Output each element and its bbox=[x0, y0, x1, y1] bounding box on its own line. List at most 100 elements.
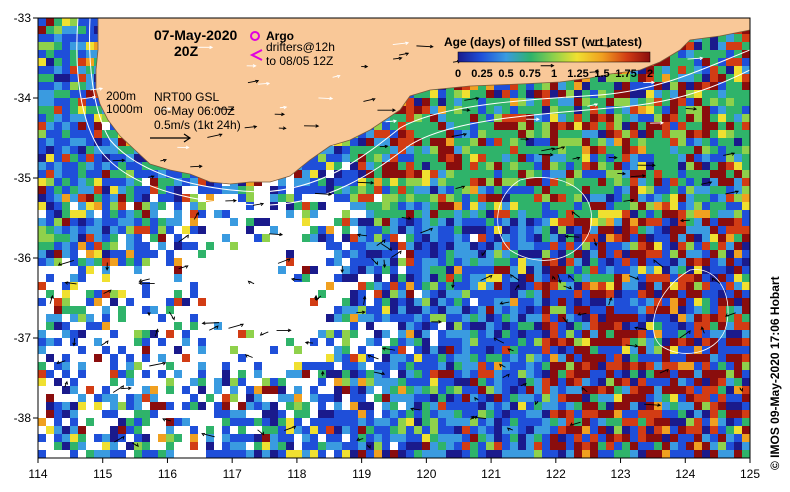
sst-cell bbox=[590, 386, 598, 394]
sst-cell bbox=[478, 354, 486, 362]
sst-cell bbox=[382, 234, 390, 242]
sst-cell bbox=[110, 242, 118, 250]
sst-cell bbox=[742, 154, 750, 162]
sst-cell bbox=[694, 178, 702, 186]
sst-cell bbox=[166, 386, 174, 394]
sst-cell bbox=[598, 306, 606, 314]
sst-cell bbox=[318, 394, 326, 402]
sst-cell bbox=[54, 402, 62, 410]
sst-cell bbox=[574, 130, 582, 138]
sst-cell bbox=[694, 234, 702, 242]
sst-cell bbox=[702, 290, 710, 298]
sst-cell bbox=[94, 242, 102, 250]
sst-cell bbox=[174, 418, 182, 426]
sst-cell bbox=[126, 186, 134, 194]
sst-cell bbox=[398, 298, 406, 306]
sst-cell bbox=[62, 18, 70, 26]
sst-cell bbox=[622, 362, 630, 370]
sst-cell bbox=[422, 362, 430, 370]
sst-cell bbox=[686, 210, 694, 218]
sst-cell bbox=[190, 178, 198, 186]
sst-cell bbox=[622, 186, 630, 194]
sst-cell bbox=[198, 362, 206, 370]
sst-cell bbox=[494, 122, 502, 130]
sst-cell bbox=[526, 162, 534, 170]
sst-cell bbox=[646, 146, 654, 154]
sst-cell bbox=[582, 218, 590, 226]
sst-cell bbox=[486, 298, 494, 306]
sst-cell bbox=[534, 250, 542, 258]
contour-200-label: 200m bbox=[106, 89, 136, 103]
sst-cell bbox=[550, 314, 558, 322]
sst-cell bbox=[662, 218, 670, 226]
sst-cell bbox=[430, 386, 438, 394]
sst-cell bbox=[150, 410, 158, 418]
sst-cell bbox=[134, 234, 142, 242]
sst-cell bbox=[718, 90, 726, 98]
sst-cell bbox=[718, 98, 726, 106]
sst-cell bbox=[686, 242, 694, 250]
sst-cell bbox=[614, 346, 622, 354]
current-vector-icon bbox=[363, 98, 376, 102]
sst-cell bbox=[70, 42, 78, 50]
sst-cell bbox=[38, 42, 46, 50]
sst-cell bbox=[670, 314, 678, 322]
sst-cell bbox=[406, 226, 414, 234]
sst-cell bbox=[206, 186, 214, 194]
sst-cell bbox=[542, 346, 550, 354]
sst-cell bbox=[694, 434, 702, 442]
sst-cell bbox=[638, 370, 646, 378]
sst-cell bbox=[638, 266, 646, 274]
sst-cell bbox=[470, 410, 478, 418]
sst-cell bbox=[518, 242, 526, 250]
sst-cell bbox=[718, 434, 726, 442]
sst-cell bbox=[86, 386, 94, 394]
sst-cell bbox=[630, 234, 638, 242]
sst-cell bbox=[590, 378, 598, 386]
sst-cell bbox=[742, 442, 750, 450]
sst-cell bbox=[518, 346, 526, 354]
sst-cell bbox=[78, 82, 86, 90]
sst-cell bbox=[54, 410, 62, 418]
sst-cell bbox=[134, 250, 142, 258]
sst-cell bbox=[518, 170, 526, 178]
sst-cell bbox=[518, 434, 526, 442]
sst-cell bbox=[654, 106, 662, 114]
sst-cell bbox=[462, 314, 470, 322]
sst-cell bbox=[254, 434, 262, 442]
colorbar-ticks: 0 0.25 0.5 0.75 1 1.25 1.5 1.75 2 bbox=[455, 68, 653, 80]
sst-cell bbox=[542, 218, 550, 226]
sst-cell bbox=[374, 162, 382, 170]
sst-cell bbox=[86, 146, 94, 154]
current-vector-icon bbox=[637, 163, 656, 168]
sst-cell bbox=[710, 170, 718, 178]
sst-cell bbox=[238, 442, 246, 450]
sst-cell bbox=[614, 378, 622, 386]
sst-cell bbox=[238, 426, 246, 434]
sst-cell bbox=[670, 162, 678, 170]
sst-cell bbox=[126, 146, 134, 154]
sst-cell bbox=[390, 250, 398, 258]
sst-cell bbox=[422, 394, 430, 402]
sst-cell bbox=[70, 66, 78, 74]
sst-cell bbox=[686, 362, 694, 370]
sst-cell bbox=[286, 434, 294, 442]
sst-cell bbox=[614, 370, 622, 378]
sst-cell bbox=[342, 330, 350, 338]
sst-cell bbox=[238, 194, 246, 202]
sst-cell bbox=[630, 114, 638, 122]
sst-cell bbox=[494, 314, 502, 322]
sst-cell bbox=[342, 298, 350, 306]
sst-cell bbox=[454, 266, 462, 274]
sst-cell bbox=[390, 386, 398, 394]
sst-cell bbox=[478, 434, 486, 442]
sst-cell bbox=[526, 354, 534, 362]
sst-cell bbox=[158, 226, 166, 234]
sst-cell bbox=[406, 114, 414, 122]
sst-cell bbox=[462, 186, 470, 194]
sst-cell bbox=[678, 434, 686, 442]
sst-cell bbox=[462, 306, 470, 314]
sst-cell bbox=[726, 50, 734, 58]
sst-cell bbox=[422, 266, 430, 274]
sst-cell bbox=[326, 314, 334, 322]
